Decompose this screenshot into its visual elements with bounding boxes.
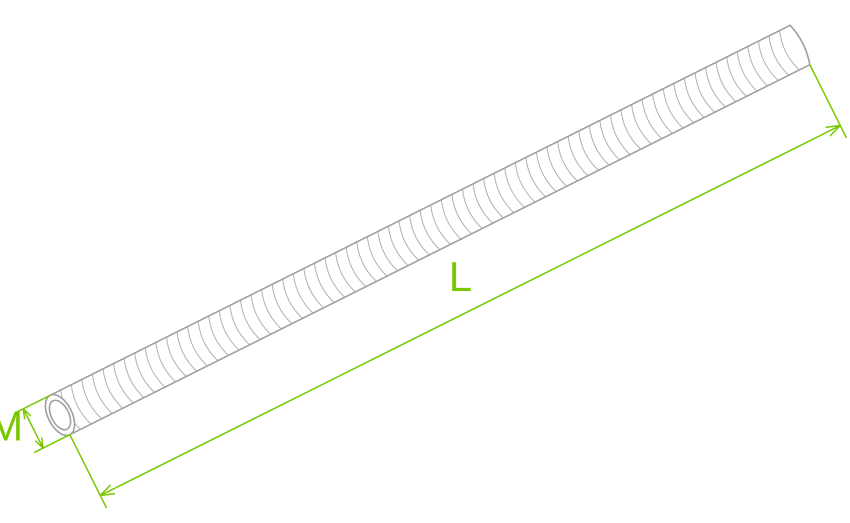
dimension-label-diameter: M [0,402,23,449]
dimension-label-length: L [449,253,472,300]
